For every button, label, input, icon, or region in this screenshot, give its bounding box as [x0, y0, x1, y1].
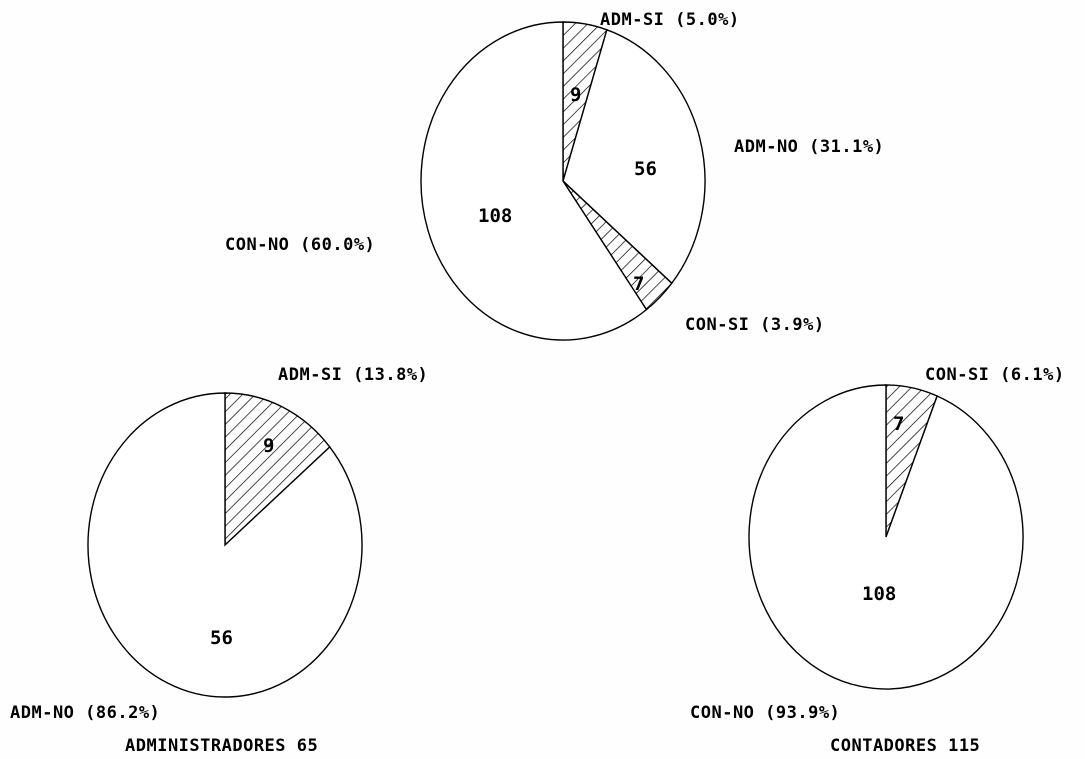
- pie-slice-adm-no: [562, 28, 706, 285]
- pie-slice-con-no: [748, 384, 1024, 690]
- slice-label-adm-no: ADM-NO (31.1%): [734, 137, 884, 157]
- value-label-adm-si: 9: [263, 435, 274, 457]
- slice-label-con-si: CON-SI (3.9%): [685, 315, 825, 335]
- pie-administradores: 9 56 ADM-SI (13.8%) ADM-NO (86.2%) ADMIN…: [10, 365, 428, 756]
- value-label-adm-si: 9: [570, 84, 581, 106]
- slice-label-con-no: CON-NO (60.0%): [225, 235, 375, 255]
- value-label-adm-no: 56: [210, 627, 233, 649]
- pie-combined: 9 56 7 108 ADM-SI (5.0%) ADM-NO (31.1%) …: [225, 10, 884, 341]
- slice-label-con-si: CON-SI (6.1%): [925, 365, 1065, 385]
- pie-slice-adm-si: [224, 392, 331, 547]
- pie-slice-con-no: [420, 21, 648, 341]
- slice-label-adm-si: ADM-SI (5.0%): [600, 10, 740, 30]
- value-label-con-no: 108: [478, 205, 512, 227]
- pie-caption: ADMINISTRADORES 65: [125, 736, 318, 756]
- pie-contadores: 7 108 CON-SI (6.1%) CON-NO (93.9%) CONTA…: [690, 365, 1065, 756]
- value-label-con-si: 7: [893, 413, 904, 435]
- value-label-con-no: 108: [862, 583, 896, 605]
- slice-label-con-no: CON-NO (93.9%): [690, 703, 840, 723]
- pie-slice-adm-no: [87, 392, 363, 698]
- slice-label-adm-no: ADM-NO (86.2%): [10, 703, 160, 723]
- value-label-con-si: 7: [633, 273, 644, 295]
- value-label-adm-no: 56: [634, 158, 657, 180]
- slice-label-adm-si: ADM-SI (13.8%): [278, 365, 428, 385]
- pie-caption: CONTADORES 115: [830, 736, 980, 756]
